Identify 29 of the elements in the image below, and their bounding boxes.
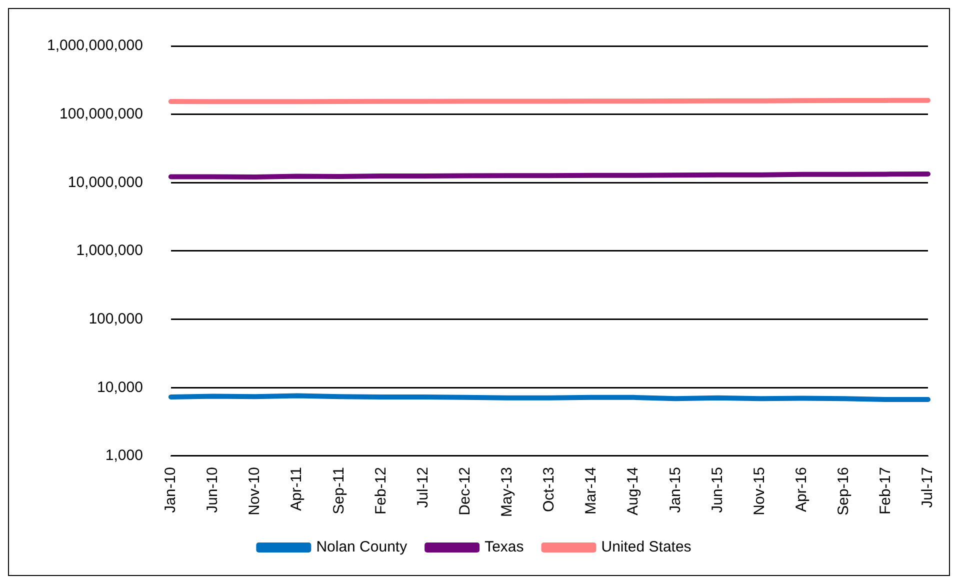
y-tick-label: 100,000 (88, 310, 143, 328)
x-tick-label: Oct-13 (540, 466, 558, 512)
y-tick-label: 1,000 (105, 447, 143, 464)
x-tick-label: Sep-11 (330, 466, 348, 514)
x-tick-label: Apr-11 (288, 466, 306, 511)
y-tick-label: 10,000,000 (68, 174, 143, 191)
x-tick-label: Jun-15 (708, 466, 726, 513)
x-tick-label: Nov-10 (246, 466, 264, 516)
x-tick-label: Jan-15 (666, 466, 684, 513)
x-tick-label: Jul-17 (919, 466, 936, 508)
x-tick-label: Dec-12 (456, 466, 474, 516)
legend-label: Texas (484, 538, 524, 556)
x-tick-label: Aug-14 (624, 466, 642, 516)
y-tick-label: 100,000,000 (60, 105, 143, 122)
y-tick-label: 1,000,000,000 (46, 37, 143, 54)
x-tick-label: Jun-10 (204, 466, 222, 513)
x-tick-label: Feb-12 (372, 466, 390, 515)
y-tick-label: 1,000,000 (76, 242, 143, 260)
legend-label: Nolan County (316, 538, 408, 556)
x-tick-label: Feb-17 (877, 466, 894, 515)
x-tick-label: Sep-16 (835, 466, 852, 516)
x-tick-label: Mar-14 (582, 466, 600, 514)
x-tick-label: May-13 (498, 466, 516, 518)
legend-label: United States (601, 538, 692, 556)
y-tick-label: 10,000 (97, 378, 143, 396)
x-tick-label: Apr-16 (792, 466, 810, 512)
x-tick-label: Jul-12 (414, 466, 432, 508)
x-tick-label: Nov-15 (750, 466, 768, 516)
x-tick-label: Jan-10 (162, 466, 180, 513)
